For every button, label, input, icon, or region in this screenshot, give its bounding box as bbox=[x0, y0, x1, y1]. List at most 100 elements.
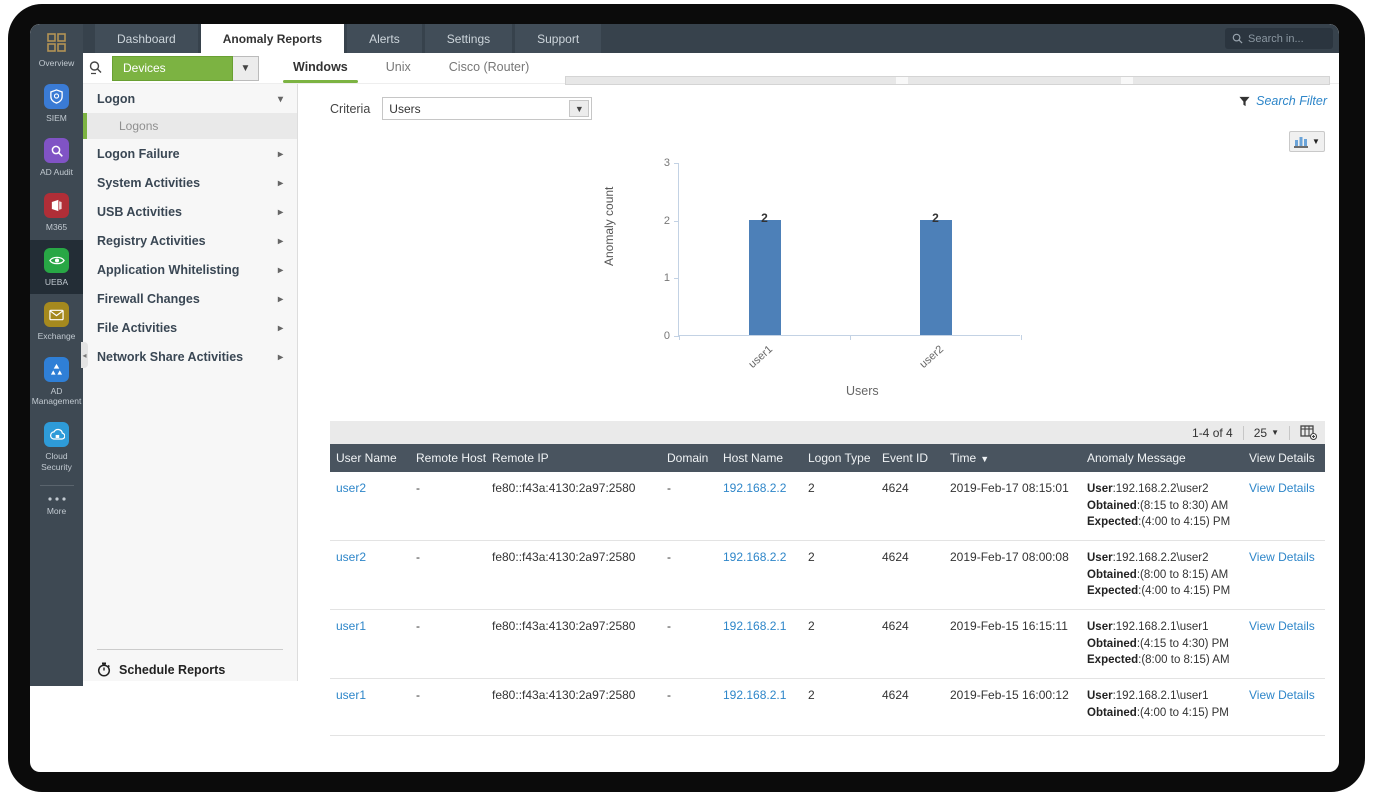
os-tab-windows[interactable]: Windows bbox=[281, 55, 360, 83]
column-header-anomaly-message[interactable]: Anomaly Message bbox=[1081, 444, 1243, 472]
column-header-logon-type[interactable]: Logon Type bbox=[802, 444, 876, 472]
column-header-host-name[interactable]: Host Name bbox=[717, 444, 802, 472]
os-tab-cisco-router-[interactable]: Cisco (Router) bbox=[448, 60, 530, 74]
cell-view-details: View Details bbox=[1243, 678, 1325, 737]
anomaly-message-line: User:192.168.2.1\user1 bbox=[1087, 621, 1209, 634]
tree-item-network-share-activities[interactable]: Network Share Activities ▸ bbox=[83, 342, 297, 371]
nav-tab-anomaly-reports[interactable]: Anomaly Reports bbox=[200, 24, 345, 53]
search-filter-link[interactable]: Search Filter bbox=[1239, 94, 1327, 108]
chevron-right-icon: ▸ bbox=[277, 264, 283, 276]
column-header-remote-host[interactable]: Remote Host bbox=[410, 444, 486, 472]
host-name-link[interactable]: 192.168.2.1 bbox=[723, 688, 787, 703]
nav-tab-alerts[interactable]: Alerts bbox=[347, 24, 422, 53]
collapsed-panel-strip[interactable] bbox=[565, 76, 1330, 85]
os-tab-unix[interactable]: Unix bbox=[385, 60, 411, 74]
tree-item-label: Network Share Activities bbox=[97, 350, 244, 364]
cell-host-name: 192.168.2.1 bbox=[717, 609, 802, 680]
nav-tab-settings[interactable]: Settings bbox=[424, 24, 513, 53]
sidebar-divider bbox=[97, 649, 283, 650]
tree-item-firewall-changes[interactable]: Firewall Changes ▸ bbox=[83, 284, 297, 313]
devices-dropdown[interactable]: Devices ▼ bbox=[112, 55, 259, 81]
nav-tab-support[interactable]: Support bbox=[515, 24, 602, 53]
pagination-range: 1-4 of 4 bbox=[1192, 425, 1233, 440]
search-filter-label: Search Filter bbox=[1256, 94, 1327, 108]
chart-bar-user2[interactable] bbox=[919, 219, 952, 335]
user-name-link[interactable]: user2 bbox=[336, 550, 367, 565]
rail-item-label: More bbox=[46, 506, 67, 517]
chart-bar-user1[interactable] bbox=[748, 219, 781, 335]
rail-collapse-handle[interactable]: ◂ bbox=[81, 342, 88, 368]
filter-funnel-icon bbox=[1239, 96, 1250, 106]
host-name-link[interactable]: 192.168.2.2 bbox=[723, 481, 787, 495]
cell-view-details: View Details bbox=[1243, 609, 1325, 680]
global-search-input[interactable]: Search in... bbox=[1225, 28, 1333, 49]
host-name-link[interactable]: 192.168.2.2 bbox=[723, 550, 787, 565]
page-size-dropdown[interactable]: 25 ▼ bbox=[1254, 426, 1279, 440]
eye-icon bbox=[44, 247, 69, 273]
rail-item-overview[interactable]: Overview bbox=[30, 24, 83, 76]
view-details-link[interactable]: View Details bbox=[1249, 619, 1315, 634]
cell-logon-type: 2 bbox=[802, 540, 876, 611]
column-chooser-icon[interactable] bbox=[1300, 425, 1317, 440]
rail-item-cloud-security[interactable]: Cloud Security bbox=[30, 414, 83, 479]
column-header-remote-ip[interactable]: Remote IP bbox=[486, 444, 661, 472]
criteria-selected-value: Users bbox=[389, 101, 421, 116]
nav-tab-dashboard[interactable]: Dashboard bbox=[95, 24, 198, 53]
user-name-link[interactable]: user2 bbox=[336, 481, 367, 495]
ad-pyramid-icon bbox=[44, 356, 69, 382]
rail-item-more[interactable]: More bbox=[30, 488, 83, 524]
cell-domain: - bbox=[661, 609, 717, 680]
rail-item-label: AD Management bbox=[31, 385, 82, 407]
user-name-link[interactable]: user1 bbox=[336, 688, 367, 703]
global-search-placeholder: Search in... bbox=[1248, 32, 1304, 45]
cell-logon-type: 2 bbox=[802, 609, 876, 680]
cell-remote-ip: fe80::f43a:4130:2a97:2580 bbox=[486, 678, 661, 737]
y-axis-tick-mark bbox=[674, 278, 679, 280]
rail-item-ad-audit[interactable]: AD Audit bbox=[30, 130, 83, 185]
strip-notch bbox=[1121, 77, 1133, 84]
tree-item-logon-failure[interactable]: Logon Failure ▸ bbox=[83, 139, 297, 168]
cell-domain: - bbox=[661, 678, 717, 737]
y-axis-tick-mark bbox=[674, 220, 679, 222]
tree-item-label: System Activities bbox=[97, 176, 201, 190]
column-header-domain[interactable]: Domain bbox=[661, 444, 717, 472]
chevron-down-icon: ▼ bbox=[569, 100, 590, 117]
column-header-user-name[interactable]: User Name bbox=[330, 444, 410, 472]
rail-item-label: UEBA bbox=[44, 276, 69, 287]
tree-subitem-logons[interactable]: Logons bbox=[83, 113, 297, 139]
tree-item-usb-activities[interactable]: USB Activities ▸ bbox=[83, 197, 297, 226]
tree-item-logon[interactable]: Logon ▾ bbox=[83, 84, 297, 113]
rail-item-m365[interactable]: M365 bbox=[30, 185, 83, 240]
cell-logon-type: 2 bbox=[802, 678, 876, 737]
chevron-right-icon: ▸ bbox=[277, 235, 283, 247]
column-header-time[interactable]: Time ▼ bbox=[944, 444, 1081, 472]
rail-item-siem[interactable]: SIEM bbox=[30, 76, 83, 131]
cell-host-name: 192.168.2.1 bbox=[717, 678, 802, 737]
column-header-view-details[interactable]: View Details bbox=[1243, 444, 1325, 472]
view-details-link[interactable]: View Details bbox=[1249, 550, 1315, 565]
x-axis-tick-mark bbox=[1021, 335, 1022, 340]
rail-item-ad-management[interactable]: AD Management bbox=[30, 349, 83, 414]
host-name-link[interactable]: 192.168.2.1 bbox=[723, 619, 787, 634]
rail-item-ueba[interactable]: UEBA bbox=[30, 239, 83, 295]
rail-item-exchange[interactable]: Exchange bbox=[30, 294, 83, 349]
tree-item-application-whitelisting[interactable]: Application Whitelisting ▸ bbox=[83, 255, 297, 284]
cell-remote-host: - bbox=[410, 540, 486, 611]
tree-item-system-activities[interactable]: System Activities ▸ bbox=[83, 168, 297, 197]
x-axis-tick-mark bbox=[679, 335, 680, 340]
report-tree: Logon ▾ Logons Logon Failure ▸ System Activit… bbox=[83, 84, 297, 371]
chart-type-button[interactable]: ▼ bbox=[1289, 131, 1325, 152]
magnifier-icon bbox=[44, 138, 69, 164]
tree-item-file-activities[interactable]: File Activities ▸ bbox=[83, 313, 297, 342]
cell-user-name: user1 bbox=[330, 678, 410, 737]
view-details-link[interactable]: View Details bbox=[1249, 688, 1315, 703]
anomaly-message-line: Expected:(4:00 to 4:15) PM bbox=[1087, 516, 1231, 529]
column-header-event-id[interactable]: Event ID bbox=[876, 444, 944, 472]
user-name-link[interactable]: user1 bbox=[336, 619, 367, 634]
chevron-right-icon: ▸ bbox=[277, 177, 283, 189]
tree-item-registry-activities[interactable]: Registry Activities ▸ bbox=[83, 226, 297, 255]
sidebar-search-icon[interactable] bbox=[83, 60, 109, 76]
criteria-select[interactable]: Users ▼ bbox=[382, 97, 593, 120]
schedule-reports[interactable]: Schedule Reports bbox=[83, 649, 297, 677]
view-details-link[interactable]: View Details bbox=[1249, 481, 1315, 495]
